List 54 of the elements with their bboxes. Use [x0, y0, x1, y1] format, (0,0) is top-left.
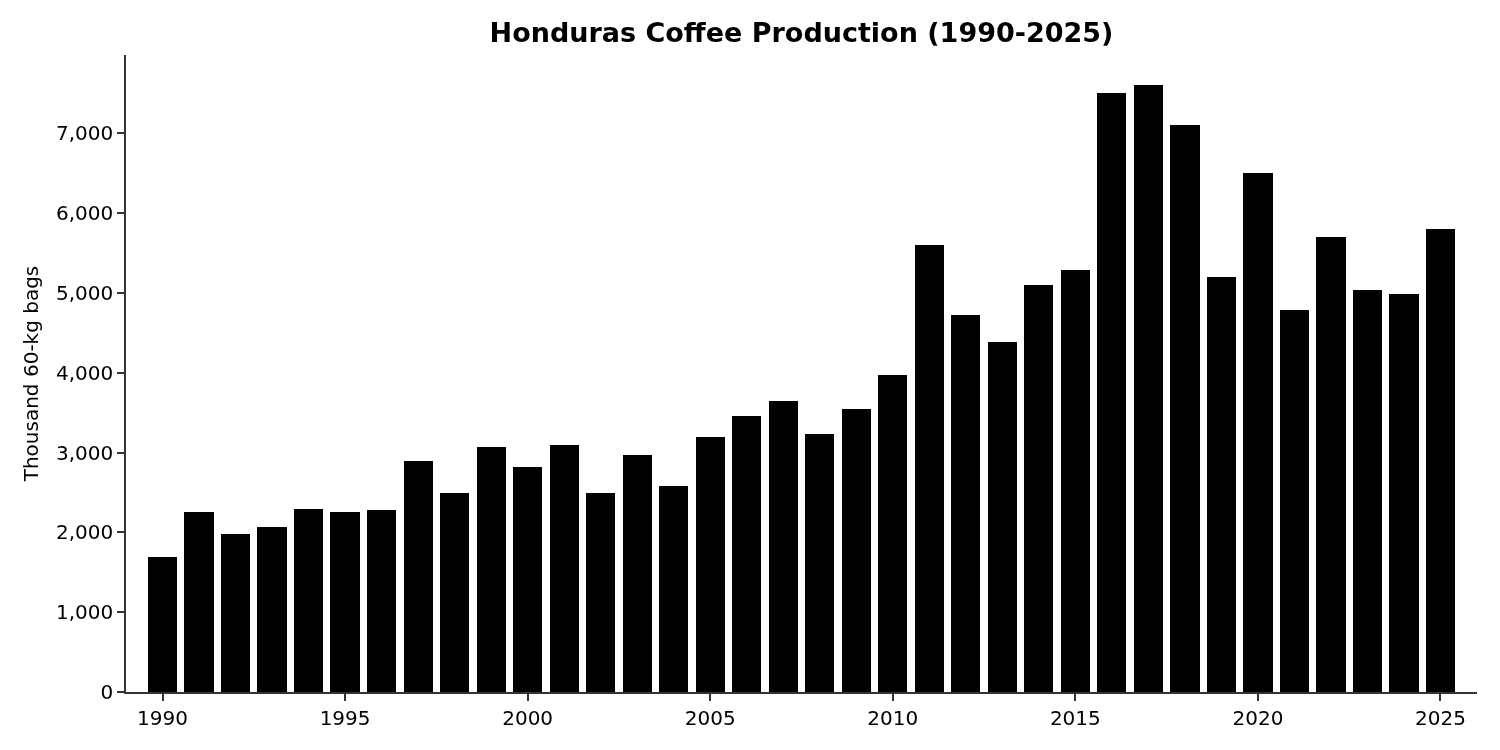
bar: [440, 493, 469, 692]
bar: [257, 527, 287, 692]
bar: [550, 445, 579, 692]
bar: [1134, 85, 1163, 692]
bar: [769, 401, 798, 692]
x-tick-label: 1990: [137, 705, 188, 730]
y-tick-label: 2,000: [55, 520, 114, 545]
bar: [367, 510, 396, 692]
x-tick-label: 2025: [1415, 705, 1466, 730]
x-tick-label: 2020: [1232, 705, 1284, 730]
x-tick-label: 2015: [1049, 705, 1101, 730]
bar: [184, 512, 214, 692]
bar: [696, 437, 725, 692]
bar: [330, 512, 360, 692]
x-tick-label: 2000: [502, 705, 554, 730]
bar: [1389, 294, 1419, 692]
x-tick-label: 2005: [684, 705, 736, 730]
bar: [732, 416, 761, 692]
y-tick-label: 0: [100, 680, 114, 704]
bar: [1097, 93, 1126, 692]
bar: [915, 245, 944, 692]
y-tick-label: 1,000: [55, 600, 114, 625]
bar: [623, 455, 652, 692]
bar: [148, 557, 177, 692]
bar: [1061, 270, 1090, 692]
bar: [988, 342, 1017, 692]
x-tick-label: 1995: [319, 705, 371, 730]
bar: [1170, 125, 1200, 692]
bar: [1024, 285, 1053, 692]
bar: [659, 486, 688, 692]
y-tick-label: 3,000: [55, 440, 114, 465]
y-tick-label: 6,000: [55, 201, 114, 226]
bar: [1207, 277, 1236, 692]
bar: [1353, 290, 1382, 692]
bar: [1426, 229, 1455, 692]
bar: [294, 509, 323, 692]
y-axis-title: Thousand 60-kg bags: [18, 265, 43, 483]
bar: [221, 534, 250, 692]
bar: [951, 315, 980, 692]
y-tick-label: 4,000: [55, 360, 114, 385]
bar: [404, 461, 433, 692]
chart-title: Honduras Coffee Production (1990-2025): [489, 17, 1114, 49]
y-tick-label: 7,000: [55, 121, 114, 146]
bar: [513, 467, 542, 692]
bar: [1243, 173, 1273, 692]
bar: [805, 434, 834, 692]
bar: [1280, 310, 1309, 692]
bar: [878, 375, 907, 692]
y-tick-label: 5,000: [55, 280, 114, 305]
bar: [1316, 237, 1346, 692]
x-tick-label: 2010: [867, 705, 919, 730]
bar: [477, 447, 506, 692]
bar: [842, 409, 871, 692]
bar: [586, 493, 615, 692]
